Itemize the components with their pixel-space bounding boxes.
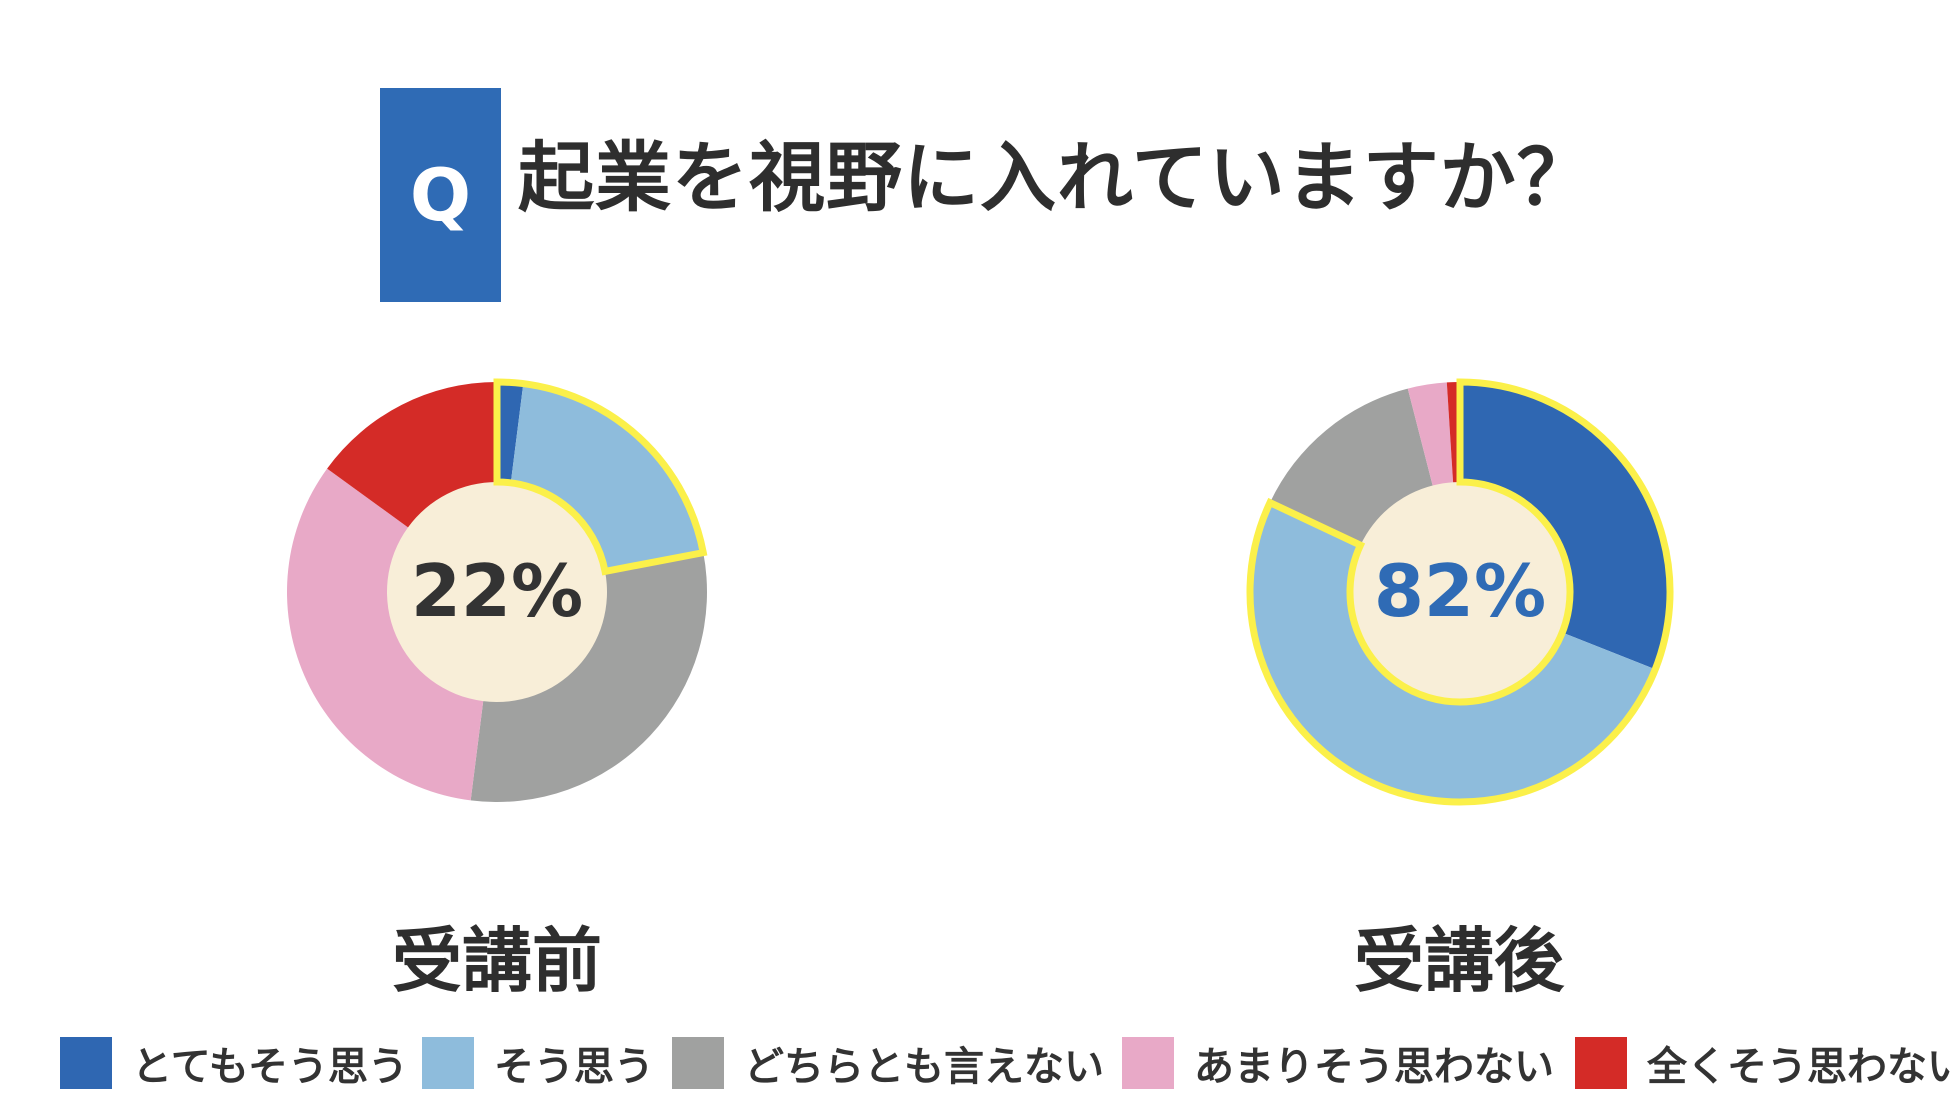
donut-hole — [385, 480, 609, 704]
legend-label: どちらとも言えない — [744, 1044, 1104, 1090]
legend-swatch — [1122, 1037, 1174, 1089]
center-percentage-before: 22% — [411, 549, 583, 633]
pie-slice-before-disagree — [287, 468, 484, 801]
legend-label: 全くそう思わない — [1647, 1044, 1950, 1090]
legend-item-neutral: どちらとも言えない — [672, 1035, 1104, 1091]
legend-label: とてもそう思う — [132, 1044, 408, 1090]
highlight-outline — [493, 378, 708, 576]
pie-slice-before-neutral — [470, 552, 707, 802]
chart-label-before: 受講前 — [392, 920, 602, 1002]
pie-slice-after-disagree — [1407, 382, 1454, 486]
legend-item-very-agree: とてもそう思う — [60, 1035, 408, 1091]
legend-label: そう思う — [494, 1044, 654, 1090]
center-percentage-after: 82% — [1374, 549, 1546, 633]
pie-slice-before-very-agree — [497, 382, 524, 483]
donut-hole — [1348, 480, 1572, 704]
pie-slice-before-strongly-disagree — [327, 382, 497, 528]
highlight-outline — [1246, 378, 1674, 806]
legend-swatch — [422, 1037, 474, 1089]
question-badge-letter: Q — [409, 153, 472, 237]
question-title: 起業を視野に入れていますか？ — [518, 133, 1594, 222]
legend-swatch — [60, 1037, 112, 1089]
question-badge: Q — [380, 88, 501, 302]
pie-slice-before-agree — [510, 383, 704, 572]
chart-label-after: 受講後 — [1354, 920, 1564, 1002]
legend-swatch — [672, 1037, 724, 1089]
legend-item-strongly-disagree: 全くそう思わない — [1575, 1035, 1950, 1091]
legend-label: あまりそう思わない — [1194, 1044, 1554, 1090]
legend-item-disagree: あまりそう思わない — [1122, 1035, 1554, 1091]
pie-slice-after-agree — [1250, 502, 1656, 802]
legend-swatch — [1575, 1037, 1627, 1089]
pie-slice-after-neutral — [1269, 388, 1433, 546]
legend-item-agree: そう思う — [422, 1035, 654, 1091]
